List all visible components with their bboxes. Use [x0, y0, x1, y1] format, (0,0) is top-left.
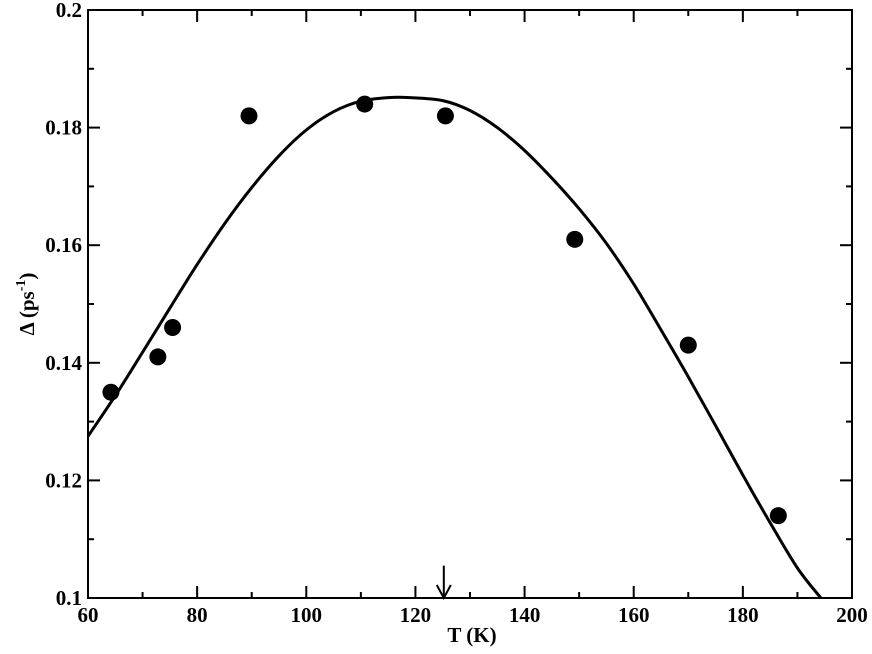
x-tick-labels: 60 80 100 120 140 160 180 200 — [78, 603, 868, 627]
y-tick-label: 0.2 — [56, 0, 82, 22]
x-tick-label: 80 — [187, 603, 208, 627]
y-tick-label: 0.14 — [45, 351, 82, 375]
data-point — [149, 348, 167, 366]
y-axis-title-sup: -1 — [14, 280, 29, 292]
x-tick-label: 120 — [400, 603, 432, 627]
data-points — [102, 95, 787, 525]
axis-ticks — [87, 9, 853, 599]
y-tick-labels: 0.1 0.12 0.14 0.16 0.18 0.2 — [45, 0, 82, 610]
annotations — [435, 565, 452, 601]
y-axis-title-close: ) — [15, 273, 39, 280]
y-axis-title-main: Δ (ps — [15, 291, 39, 335]
data-point — [102, 383, 120, 401]
data-point — [566, 230, 584, 248]
x-tick-label: 200 — [836, 603, 868, 627]
y-tick-label: 0.12 — [45, 468, 82, 492]
y-axis-title: Δ (ps-1) — [14, 273, 39, 336]
data-point — [769, 507, 787, 525]
x-tick-label: 180 — [727, 603, 759, 627]
data-point — [240, 107, 258, 125]
y-tick-label: 0.16 — [45, 233, 82, 257]
data-point — [164, 319, 182, 337]
arrow-head — [435, 584, 452, 601]
x-tick-label: 140 — [509, 603, 541, 627]
data-point — [436, 107, 454, 125]
data-point — [679, 336, 697, 354]
x-tick-label: 60 — [78, 603, 99, 627]
data-point — [356, 95, 374, 113]
y-tick-label: 0.1 — [56, 586, 82, 610]
x-tick-label: 100 — [291, 603, 323, 627]
x-axis-title: T (K) — [447, 623, 496, 647]
plot-frame — [87, 9, 853, 599]
x-tick-label: 160 — [618, 603, 650, 627]
fit-curve — [86, 95, 823, 599]
y-tick-label: 0.18 — [45, 116, 82, 140]
